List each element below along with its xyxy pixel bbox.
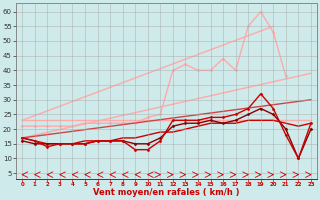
X-axis label: Vent moyen/en rafales ( km/h ): Vent moyen/en rafales ( km/h ): [93, 188, 240, 197]
